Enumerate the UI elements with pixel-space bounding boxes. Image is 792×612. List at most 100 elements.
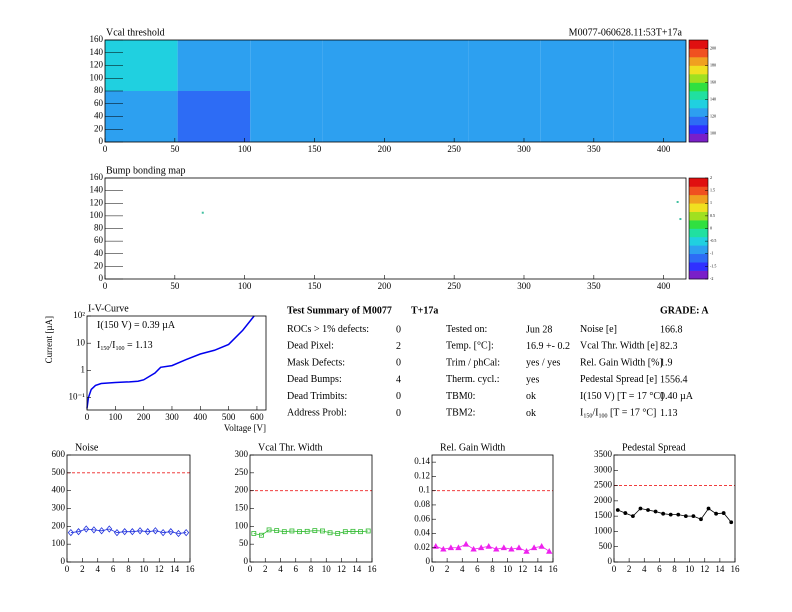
y-tick-label: 40 <box>94 248 104 258</box>
y-tick-label: 3500 <box>594 449 613 459</box>
plot-frame <box>104 177 687 280</box>
summary-label-part: Address Probl: <box>287 408 347 419</box>
y-tick-label: 250 <box>235 467 249 477</box>
colorbar-label: 180 <box>710 62 716 67</box>
colorbar-frame <box>688 39 709 143</box>
y-tick-label: 140 <box>90 47 104 57</box>
annotation-part: /I <box>109 340 115 351</box>
roc-cell <box>540 40 614 91</box>
x-tick-label: 300 <box>165 412 179 422</box>
x-tick-label: 200 <box>378 281 392 291</box>
x-tick-label: 250 <box>447 144 461 154</box>
colorbar-cell <box>689 65 708 75</box>
x-tick-label: 12 <box>700 564 709 574</box>
y-tick-label: 120 <box>90 60 104 70</box>
plot-title: Rel. Gain Width <box>440 442 505 453</box>
annotation-part: = 1.13 <box>124 340 152 351</box>
plot-subtitle: M0077-060628.11:53T+17a <box>569 27 683 38</box>
marker <box>676 512 681 517</box>
marker <box>462 540 470 547</box>
x-tick-label: 400 <box>194 412 208 422</box>
y-tick-label: 50 <box>239 538 249 548</box>
marker <box>90 526 97 534</box>
y-tick-label: 300 <box>52 503 66 513</box>
series-line <box>70 528 187 534</box>
marker <box>706 506 711 511</box>
summary-value: 16.9 +- 0.2 <box>526 341 570 352</box>
x-tick-label: 2 <box>627 564 632 574</box>
x-axis-label: Voltage [V] <box>224 423 266 433</box>
y-tick-label: 1000 <box>594 525 613 535</box>
y-tick-label: 60 <box>94 98 104 108</box>
summary-value: Jun 28 <box>526 324 552 335</box>
marker <box>75 528 82 536</box>
summary-label-part: Pedestal Spread [e] <box>580 374 657 385</box>
marker <box>365 528 371 534</box>
roc-cell <box>177 40 251 91</box>
colorbar-label: 0.5 <box>710 213 715 218</box>
x-tick-label: 10 <box>322 564 332 574</box>
marker <box>83 525 90 533</box>
x-tick-label: 350 <box>587 281 601 291</box>
y-tick-label: 10⁻¹ <box>69 392 86 402</box>
roc-cell <box>395 40 469 91</box>
colorbar-cell <box>689 57 708 66</box>
roc-cell <box>468 40 541 91</box>
marker <box>530 544 538 551</box>
summary-label-part: 150 <box>583 414 592 420</box>
marker <box>152 527 159 535</box>
summary-value: 1556.4 <box>660 374 688 385</box>
plot-title: Vcal threshold <box>106 27 165 38</box>
marker <box>447 544 455 551</box>
colorbar-cell <box>689 245 708 255</box>
marker <box>342 529 348 535</box>
x-tick-label: 150 <box>308 281 322 291</box>
x-tick-label: 10 <box>139 564 149 574</box>
summary-label: Trim / phCal: <box>446 358 500 369</box>
summary-value: 166.8 <box>660 324 683 335</box>
summary-label-part: Temp. [°C]: <box>446 341 494 352</box>
colorbar-cell <box>689 108 708 117</box>
summary-label-part: Noise [e] <box>580 324 617 335</box>
summary-label-part: Dead Bumps: <box>287 374 342 385</box>
y-tick-label: 0 <box>99 273 104 283</box>
annotation-part: 150 <box>100 346 109 352</box>
colorbar-label: 200 <box>710 45 716 50</box>
y-tick-label: 200 <box>52 520 66 530</box>
x-tick-label: 6 <box>657 564 662 574</box>
marker <box>714 511 718 516</box>
x-tick-label: 16 <box>549 564 559 574</box>
x-tick-label: 14 <box>352 564 362 574</box>
y-tick-label: 10 <box>76 337 86 347</box>
marker <box>638 506 643 511</box>
x-tick-label: 16 <box>368 564 378 574</box>
summary-value: yes <box>526 374 539 385</box>
plot-frame <box>66 454 191 563</box>
x-tick-label: 4 <box>278 564 283 574</box>
x-tick-label: 200 <box>378 144 392 154</box>
marker <box>691 514 696 519</box>
x-tick-label: 6 <box>475 564 480 574</box>
roc-cell <box>250 91 323 142</box>
marker <box>508 545 515 552</box>
roc-cell <box>322 40 396 91</box>
marker <box>175 529 182 538</box>
x-tick-label: 50 <box>170 281 180 291</box>
x-tick-label: 100 <box>109 412 123 422</box>
colorbar-label: -1 <box>710 251 713 256</box>
colorbar-cell <box>689 203 708 212</box>
x-tick-label: 2 <box>263 564 268 574</box>
x-tick-label: 6 <box>294 564 299 574</box>
y-tick-label: 150 <box>235 503 249 513</box>
marker <box>98 527 105 535</box>
summary-label: Address Probl: <box>287 408 347 419</box>
colorbar-label: 100 <box>710 130 716 135</box>
plot-title: I-V-Curve <box>88 303 129 314</box>
y-tick-label: 0.02 <box>414 542 430 552</box>
summary-label-part: /I <box>592 408 598 419</box>
summary-value: 1.13 <box>660 408 678 419</box>
colorbar-label: 0 <box>710 225 712 230</box>
summary-label-part: [T = 17 °C] <box>607 408 656 419</box>
summary-label: Noise [e] <box>580 324 617 335</box>
y-tick-label: 0 <box>61 556 66 566</box>
